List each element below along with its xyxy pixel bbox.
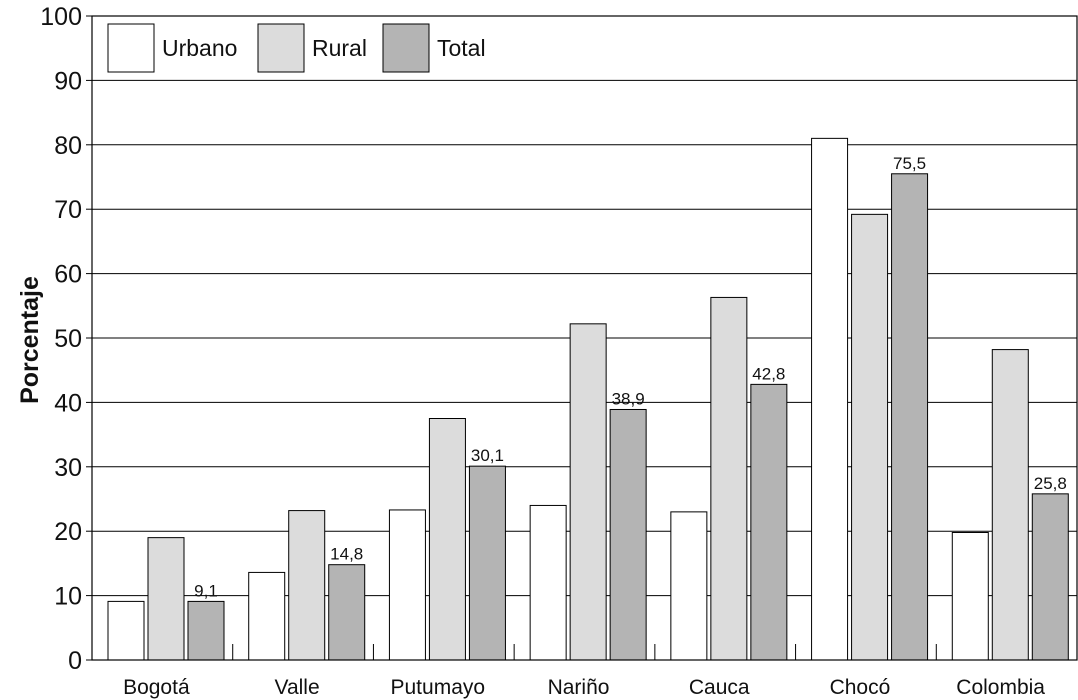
- bar-rural: [569, 323, 607, 661]
- bar-rural: [428, 418, 466, 661]
- x-tick-label: Bogotá: [123, 676, 190, 699]
- data-label: 38,9: [612, 389, 645, 408]
- bar-total: [609, 408, 647, 661]
- data-label: 14,8: [330, 545, 363, 564]
- axes: [86, 15, 1078, 661]
- legend-label-total: Total: [437, 35, 486, 61]
- bar-urbano: [529, 504, 567, 661]
- x-tick-label: Valle: [275, 676, 320, 699]
- y-tick-label: 60: [54, 261, 82, 289]
- legend-swatch-total: [382, 23, 430, 73]
- plot-frame: [91, 15, 1078, 661]
- y-tick-label: 50: [54, 325, 82, 353]
- bar-total: [891, 173, 929, 661]
- x-tick-label: Colombia: [956, 676, 1045, 699]
- bar-total: [1031, 493, 1069, 661]
- bar-total: [187, 600, 225, 661]
- bar-urbano: [388, 509, 426, 661]
- y-tick-label: 80: [54, 132, 82, 160]
- data-label: 75,5: [893, 154, 926, 173]
- data-label: 25,8: [1034, 474, 1067, 493]
- bar-rural: [288, 510, 326, 661]
- data-label: 9,1: [194, 581, 218, 600]
- bar-rural: [147, 537, 185, 661]
- x-tick-label: Chocó: [830, 676, 891, 699]
- labels: 0 10 20 30 40 50 60 70 80 90 100 9,1 Bogotá 14,8 Valle…: [40, 3, 1067, 699]
- legend-label-urbano: Urbano: [162, 35, 237, 61]
- bar-rural: [710, 296, 748, 661]
- legend-swatch-urbano: [107, 23, 155, 73]
- bar-rural: [851, 213, 889, 661]
- bar-urbano: [670, 511, 708, 661]
- y-axis-label: Porcentaje: [16, 276, 44, 404]
- y-tick-label: 20: [54, 518, 82, 546]
- y-tick-label: 10: [54, 583, 82, 611]
- bars: [107, 137, 1069, 661]
- y-tick-label: 90: [54, 67, 82, 95]
- legend-swatch-rural: [257, 23, 305, 73]
- x-tick-label: Nariño: [548, 676, 610, 699]
- y-tick-label: 40: [54, 389, 82, 417]
- bar-total: [468, 465, 506, 661]
- bar-total: [750, 383, 788, 661]
- x-tick-label: Putumayo: [391, 676, 486, 699]
- x-tick-label: Cauca: [689, 676, 750, 699]
- bar-urbano: [951, 531, 989, 661]
- y-tick-label: 30: [54, 454, 82, 482]
- bar-total: [328, 564, 366, 661]
- bar-urbano: [248, 571, 286, 661]
- bar-urbano: [107, 600, 145, 661]
- data-label: 42,8: [752, 364, 785, 383]
- y-tick-label: 70: [54, 196, 82, 224]
- y-tick-label: 0: [68, 647, 82, 675]
- data-label: 30,1: [471, 446, 504, 465]
- bar-rural: [991, 349, 1029, 661]
- legend: Urbano Rural Total: [107, 23, 486, 73]
- bar-urbano: [811, 137, 849, 661]
- y-tick-label: 100: [40, 3, 82, 31]
- legend-label-rural: Rural: [312, 35, 367, 61]
